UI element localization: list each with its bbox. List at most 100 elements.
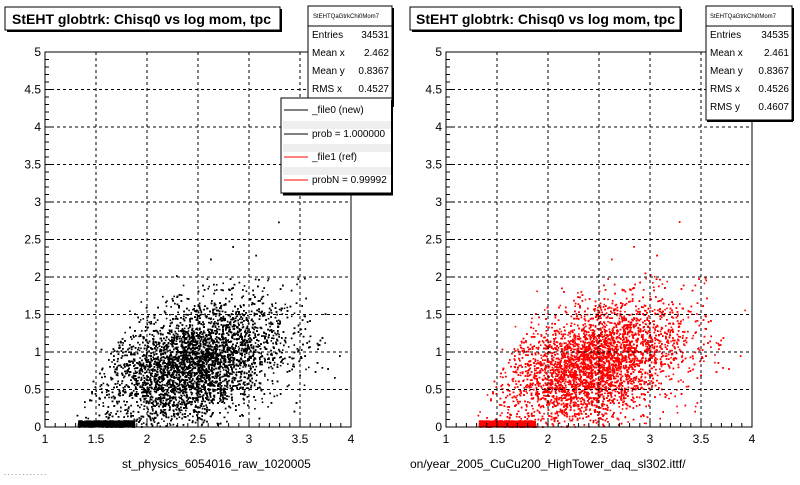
scatter-point (199, 404, 202, 407)
scatter-point (138, 335, 140, 338)
scatter-point (175, 340, 178, 342)
scatter-point (197, 392, 200, 395)
scatter-point (228, 372, 230, 374)
scatter-point (172, 384, 174, 386)
scatter-point (118, 392, 120, 395)
scatter-point (209, 388, 212, 391)
scatter-point (216, 332, 218, 334)
scatter-point (245, 387, 248, 389)
scatter-point (216, 346, 219, 348)
scatter-point (249, 350, 252, 352)
scatter-point (233, 371, 235, 374)
scatter-point (167, 350, 169, 352)
scatter-point (222, 355, 225, 358)
scatter-point (153, 421, 156, 423)
scatter-point (254, 383, 256, 385)
scatter-point (262, 302, 265, 305)
scatter-point (163, 368, 165, 370)
scatter-point (242, 344, 245, 346)
scatter-point (128, 347, 131, 350)
scatter-point (87, 417, 89, 420)
scatter-point (114, 368, 117, 370)
points-left (76, 221, 341, 428)
scatter-point (180, 337, 183, 340)
scatter-point (164, 384, 167, 387)
scatter-point (178, 400, 181, 403)
scatter-point (272, 334, 275, 337)
scatter-point (139, 357, 141, 359)
scatter-point (124, 331, 126, 334)
scatter-point (194, 410, 197, 413)
scatter-point (181, 395, 183, 397)
scatter-point (191, 347, 193, 350)
scatter-point (216, 289, 218, 291)
scatter-point (208, 389, 210, 391)
scatter-point (189, 320, 191, 322)
scatter-point (216, 344, 218, 347)
scatter-point (187, 335, 189, 338)
scatter-point (261, 290, 264, 292)
scatter-point (197, 319, 199, 322)
scatter-point (244, 329, 247, 332)
scatter-point (248, 348, 251, 351)
scatter-point (162, 413, 164, 416)
scatter-point (119, 410, 122, 413)
scatter-point (254, 408, 256, 410)
scatter-point (164, 409, 167, 411)
scatter-point (195, 357, 198, 359)
scatter-point (191, 387, 193, 390)
scatter-point (237, 338, 240, 340)
scatter-point (293, 312, 296, 314)
scatter-point (240, 332, 242, 335)
scatter-point (166, 374, 168, 376)
scatter-point (138, 417, 141, 419)
scatter-point (193, 366, 196, 369)
scatter-point (168, 338, 170, 341)
scatter-point (254, 333, 256, 335)
scatter-point (129, 310, 131, 312)
scatter-point (175, 346, 178, 349)
scatter-point (158, 398, 161, 400)
scatter-point (202, 345, 205, 348)
scatter-point (183, 369, 185, 371)
scatter-point (250, 319, 253, 322)
scatter-point (200, 365, 203, 367)
scatter-point (204, 313, 206, 316)
scatter-point (141, 370, 144, 373)
scatter-point (215, 315, 217, 317)
scatter-point (129, 361, 131, 363)
scatter-point (251, 371, 254, 373)
scatter-point (219, 318, 221, 321)
scatter-point (163, 403, 165, 405)
scatter-point (262, 295, 265, 298)
scatter-point (155, 383, 157, 385)
scatter-point (245, 364, 247, 366)
scatter-point (172, 342, 174, 345)
scatter-point (228, 395, 230, 398)
scatter-point (249, 379, 251, 381)
scatter-point (221, 351, 224, 354)
scatter-point (127, 370, 129, 373)
scatter-point (181, 372, 183, 374)
panel-left: 1 1.5 2 2.5 3 3.5 400.511.522.533.544.55 StEHT… (4, 5, 394, 471)
scatter-point (303, 384, 306, 387)
scatter-point (143, 380, 146, 382)
scatter-point (201, 376, 204, 379)
scatter-point (222, 375, 225, 378)
scatter-point (280, 309, 282, 312)
scatter-point (272, 372, 275, 374)
scatter-point (157, 341, 160, 344)
scatter-point (274, 302, 277, 304)
scatter-point (196, 355, 199, 358)
scatter-point (194, 401, 196, 403)
scatter-point (144, 368, 146, 371)
scatter-point (226, 398, 228, 401)
scatter-point (172, 341, 175, 343)
scatter-point (261, 296, 263, 298)
scatter-point (194, 387, 197, 389)
scatter-point (195, 378, 198, 381)
scatter-point (282, 349, 284, 351)
scatter-point (239, 304, 242, 307)
scatter-point (192, 387, 195, 389)
scatter-point (121, 382, 123, 385)
